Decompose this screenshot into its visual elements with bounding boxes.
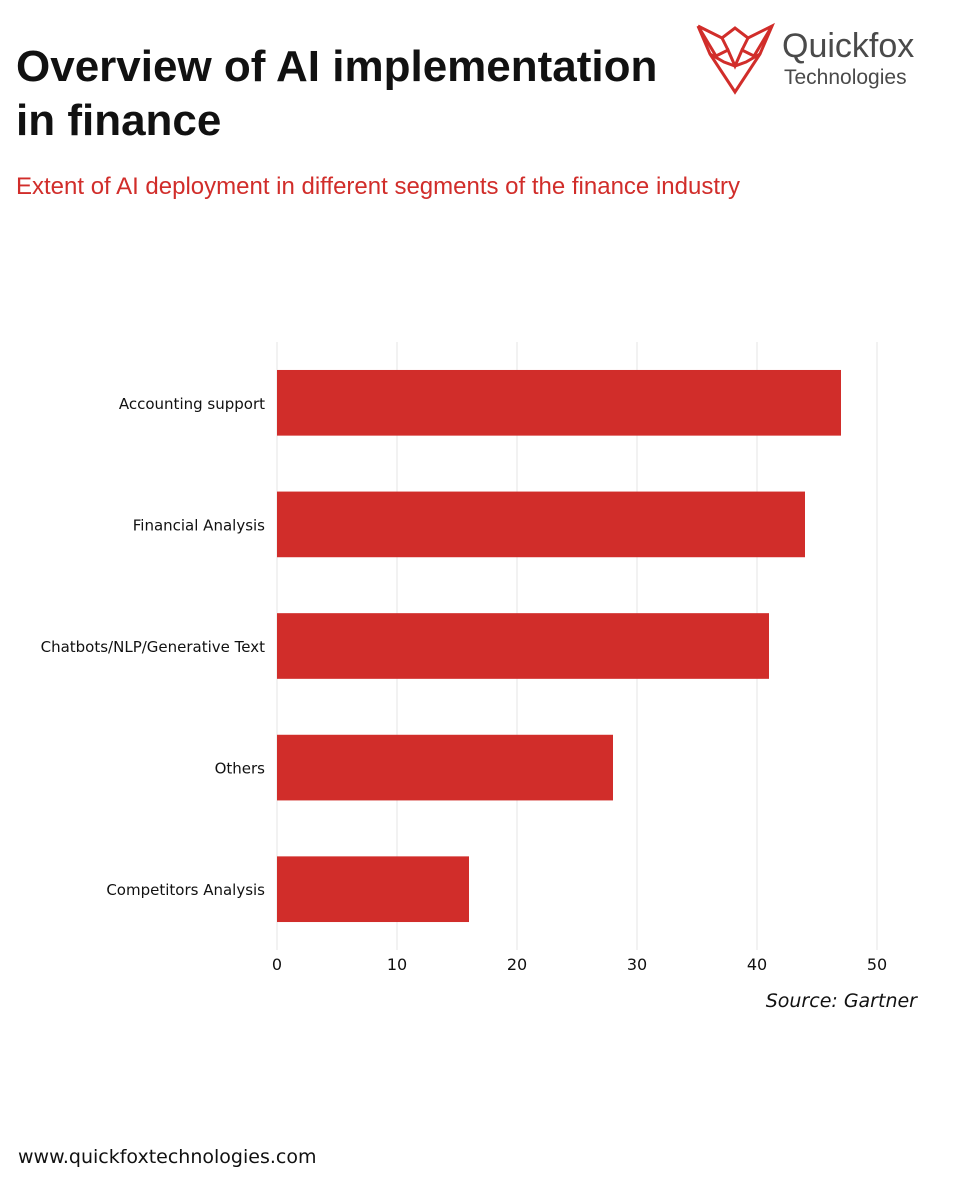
x-tick-label: 10 <box>387 955 407 974</box>
x-tick-label: 50 <box>867 955 887 974</box>
brand-logo: Quickfox Technologies <box>694 22 944 96</box>
x-tick-label: 20 <box>507 955 527 974</box>
bar <box>277 856 469 923</box>
source-note: Source: Gartner <box>765 990 917 1012</box>
x-tick-label: 30 <box>627 955 647 974</box>
category-label-layer: Accounting support Financial Analysis Chat… <box>41 395 266 899</box>
category-label: Competitors Analysis <box>106 881 265 899</box>
page-title: Overview of AI implementation in finance <box>16 42 658 145</box>
category-label: Others <box>215 760 266 778</box>
website-link[interactable]: www.quickfoxtechnologies.com <box>18 1146 317 1168</box>
bar-chart-svg: Accounting support Financial Analysis Chat… <box>41 342 887 974</box>
bar-chart: Accounting support Financial Analysis Chat… <box>0 330 963 980</box>
x-tick-label: 0 <box>272 955 282 974</box>
category-label: Accounting support <box>119 395 265 413</box>
bar <box>277 491 805 558</box>
category-label: Chatbots/NLP/Generative Text <box>41 638 266 656</box>
bar <box>277 613 769 679</box>
chart-subtitle: Extent of AI deployment in different seg… <box>16 173 740 200</box>
logo-name: Quickfox <box>782 27 915 65</box>
bar <box>277 369 841 436</box>
x-tick-label: 40 <box>747 955 767 974</box>
logo-tagline: Technologies <box>784 66 907 89</box>
category-label: Financial Analysis <box>133 516 265 534</box>
bar-layer <box>277 369 841 923</box>
fox-head-logo-icon <box>696 22 775 95</box>
tick-label-layer: 0 10 20 30 40 50 <box>272 955 887 974</box>
bar <box>277 734 613 801</box>
